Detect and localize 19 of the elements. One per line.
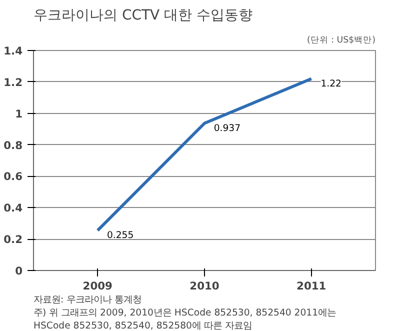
y-tick-label: 0.6 <box>4 170 23 184</box>
x-tick-label: 2010 <box>190 280 220 292</box>
y-tick-label: 0 <box>15 264 23 278</box>
x-tick-label: 2011 <box>296 280 326 292</box>
data-label: 0.937 <box>214 122 241 134</box>
y-tick-label: 0.4 <box>4 202 23 215</box>
y-tick-label: 1.2 <box>4 76 23 89</box>
data-label: 1.22 <box>320 78 342 90</box>
y-tick-label: 0.8 <box>4 138 23 152</box>
y-tick-label: 1 <box>15 107 23 120</box>
chart-subtitle: (단위 : US$백만) <box>306 36 376 46</box>
text: 주) 위 그래프의 2009, 2010년은 HSCode 852530, 852540 2011에는 <box>34 308 336 318</box>
text: 자료원: 우크라이나 통계청 <box>34 294 142 306</box>
text: HSCode 852530, 852540, 852580에 따른 자료임 <box>34 320 252 331</box>
y-tick-label: 1.4 <box>4 44 23 58</box>
y-tick-label: 0.2 <box>4 233 23 246</box>
x-tick-label: 2009 <box>82 280 112 292</box>
data-label: 0.255 <box>106 230 134 241</box>
chart-title: 우크라이나의 CCTV 대한 수입동향 <box>34 8 253 24</box>
